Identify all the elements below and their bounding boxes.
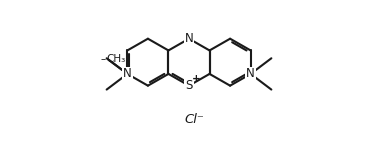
Text: +: + bbox=[192, 74, 201, 84]
Text: –: – bbox=[101, 54, 106, 64]
Text: N: N bbox=[184, 32, 194, 45]
Text: CH₃: CH₃ bbox=[106, 54, 125, 64]
Text: S: S bbox=[185, 79, 193, 92]
Text: N: N bbox=[123, 67, 132, 80]
Text: Cl⁻: Cl⁻ bbox=[185, 113, 204, 126]
Text: N: N bbox=[246, 67, 255, 80]
